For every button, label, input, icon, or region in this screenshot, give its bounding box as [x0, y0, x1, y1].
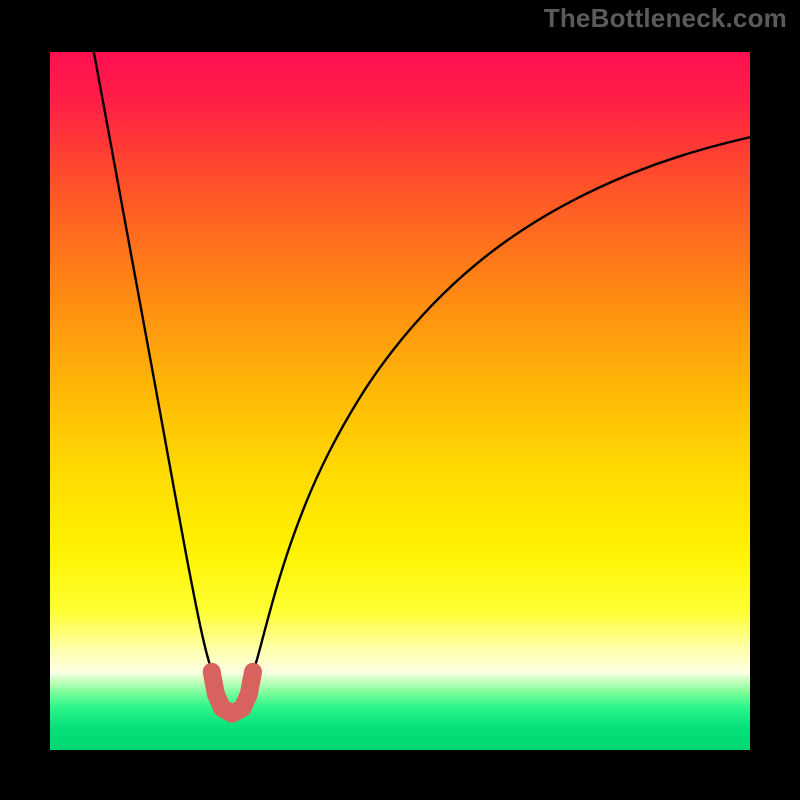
- chart-stage: TheBottleneck.com: [0, 0, 800, 800]
- curves-layer: [50, 52, 750, 750]
- curve-left: [91, 52, 214, 677]
- curve-right: [252, 137, 750, 677]
- plot-area: [50, 52, 750, 750]
- watermark-text: TheBottleneck.com: [544, 3, 787, 34]
- notch-marker: [212, 672, 253, 714]
